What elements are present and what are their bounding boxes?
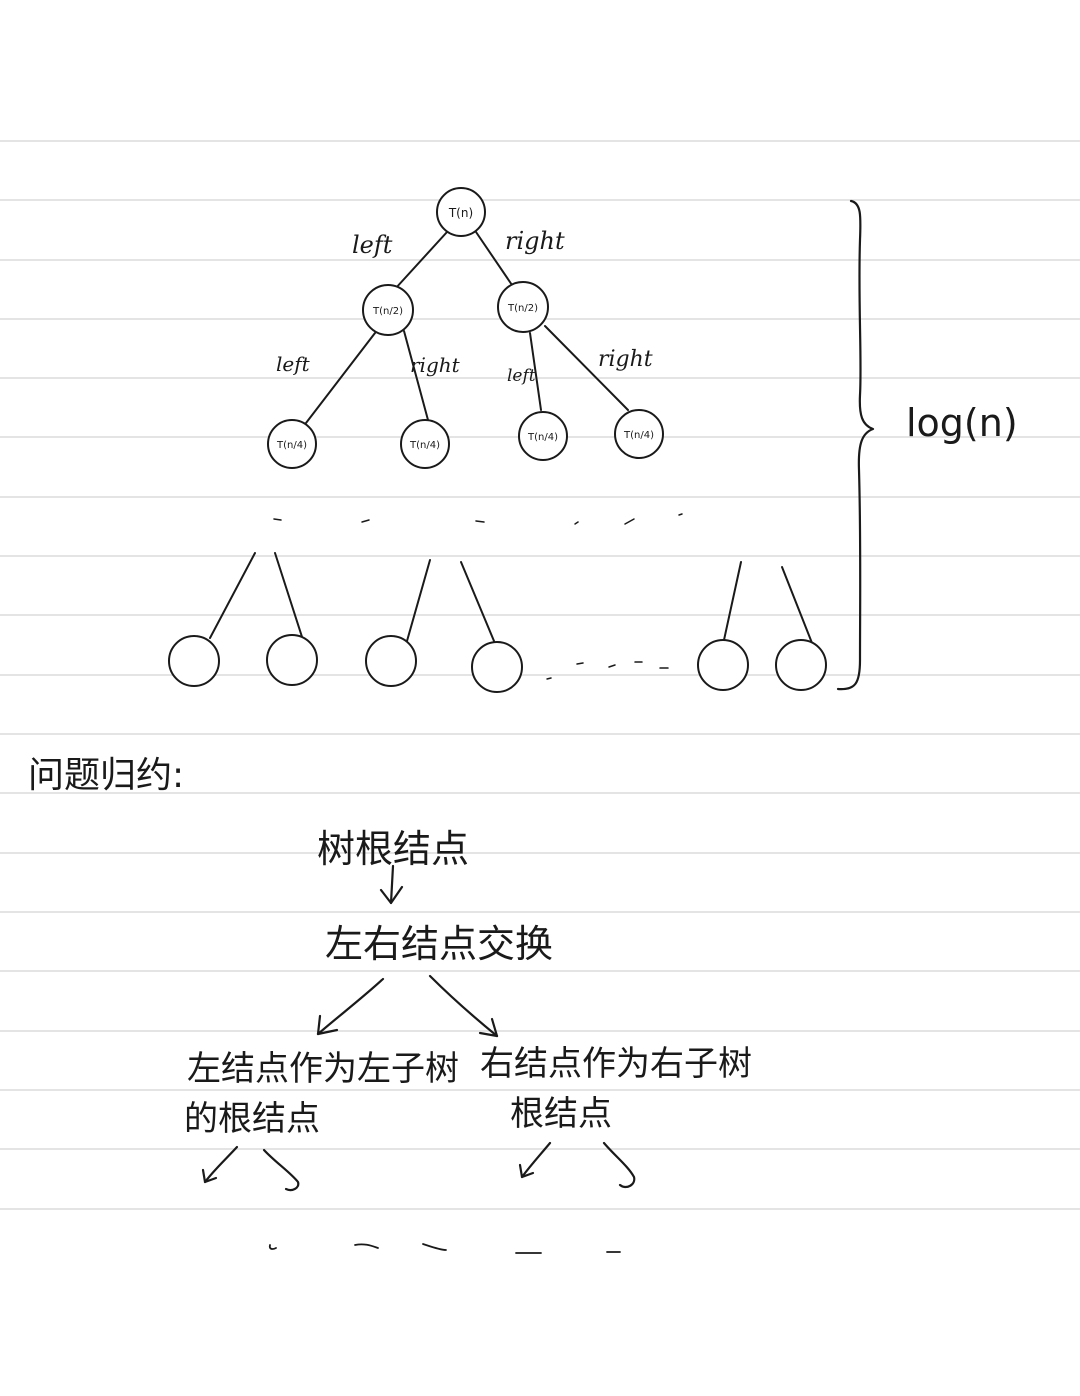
edge-l1b-right [544, 325, 629, 411]
down-arrow [389, 864, 395, 905]
edge-l1b-left [529, 332, 542, 411]
reduction-section: 问题归约: 树根结点 左右结点交换 左结点作为左子树 的根结点 右结点作为右子树… [28, 755, 752, 1254]
height-label: log(n) [906, 401, 1018, 445]
height-brace: log(n) [836, 199, 1018, 691]
sub-arrow-head [201, 1168, 218, 1184]
node-l1a [362, 284, 414, 336]
sub-arrow [520, 1141, 552, 1179]
node-root-label: T(n) [448, 206, 473, 220]
node-l2c-label: T(n/4) [527, 432, 558, 443]
edge-leaf-5 [723, 561, 742, 641]
node-l1b-label: T(n/2) [507, 303, 538, 314]
tree-edges [209, 231, 813, 644]
sub-arrow [262, 1148, 300, 1192]
node-l1b [497, 281, 549, 333]
tree-nodes: T(n) T(n/2) T(n/2) T(n/4) T(n/4) T(n/4) … [168, 187, 827, 693]
leaf-node [365, 635, 417, 687]
leaf-node [471, 641, 523, 693]
node-l2d [614, 409, 664, 459]
node-l2b-label: T(n/4) [409, 440, 440, 451]
edge-root-right [475, 231, 513, 286]
right-branch-line2: 根结点 [510, 1094, 612, 1134]
node-l2b [400, 419, 450, 469]
leaf-node [697, 639, 749, 691]
edge-label-l1a-left: left [276, 352, 311, 376]
arrow-right [428, 974, 499, 1038]
brace-path [836, 199, 875, 691]
down-arrow-head [379, 885, 404, 905]
leaf-node [266, 634, 318, 686]
sub-arrow [203, 1145, 239, 1184]
ruled-lines [0, 140, 1080, 1210]
reduction-step1: 树根结点 [317, 827, 469, 871]
left-branch-line1: 左结点作为左子树 [187, 1049, 459, 1089]
edge-label-root-left: left [352, 231, 393, 259]
arrow-left [316, 977, 385, 1036]
reduction-step2: 左右结点交换 [325, 922, 553, 966]
reduction-ellipsis [268, 1243, 621, 1254]
edge-l1a-right [403, 330, 429, 421]
leaf-node [775, 639, 827, 691]
arrow-right-head [478, 1017, 499, 1038]
node-l2c [518, 411, 568, 461]
right-branch-line1: 右结点作为右子树 [480, 1044, 752, 1084]
edge-leaf-1 [209, 552, 256, 639]
node-l2a [267, 419, 317, 469]
node-l2d-label: T(n/4) [623, 430, 654, 441]
node-l2a-label: T(n/4) [276, 440, 307, 451]
edge-label-l1b-left: left [507, 366, 536, 386]
edge-leaf-2 [274, 552, 304, 641]
edge-label-root-right: right [505, 227, 565, 255]
edge-leaf-4 [460, 561, 495, 642]
left-branch-line2: 的根结点 [184, 1099, 320, 1139]
node-l1a-label: T(n/2) [372, 306, 403, 317]
edge-label-l1a-right: right [410, 353, 461, 377]
arrow-left-head [316, 1014, 339, 1036]
reduction-heading: 问题归约: [28, 755, 184, 796]
level-ellipsis [273, 513, 683, 680]
leaf-node [168, 635, 220, 687]
edge-leaf-3 [406, 559, 431, 642]
edge-root-left [394, 231, 448, 290]
edge-labels: left right left right left right [276, 227, 653, 386]
node-root [436, 187, 486, 237]
edge-label-l1b-right: right [598, 347, 653, 372]
edge-l1a-left [305, 332, 376, 424]
edge-leaf-6 [781, 566, 813, 644]
sub-arrow-head [518, 1163, 535, 1179]
sub-arrow [602, 1141, 636, 1189]
